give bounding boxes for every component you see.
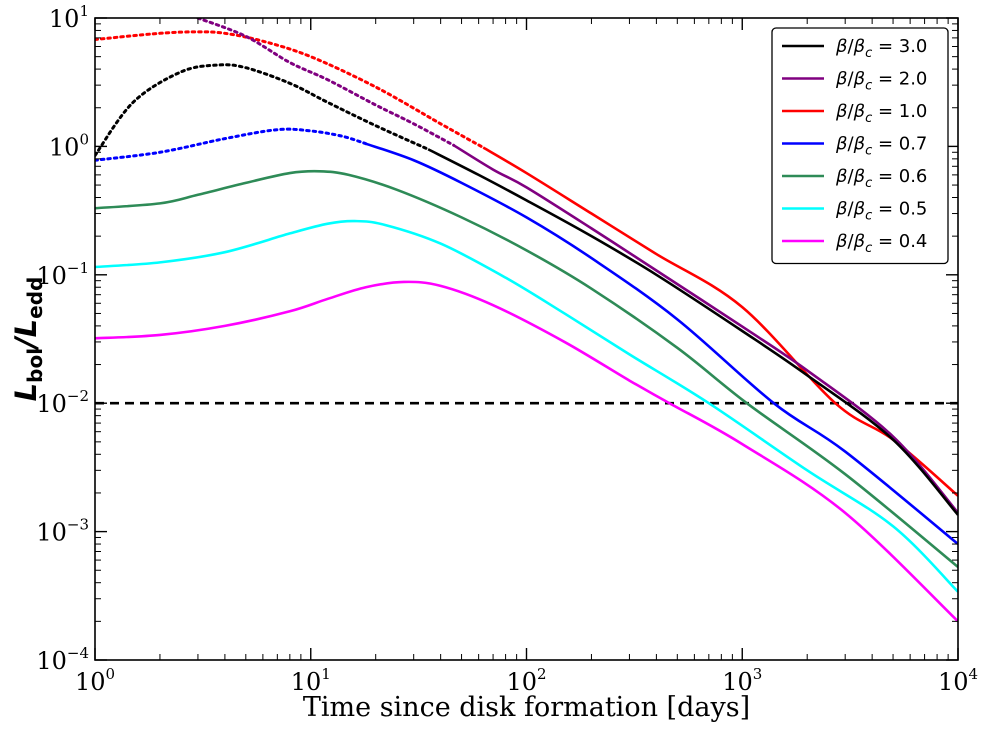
y-axis-title: Lbol/Ledd <box>9 277 47 402</box>
x-tick-label: 103 <box>722 665 762 696</box>
series-line-dotted-1.0 <box>95 30 485 150</box>
legend-label: β/βc = 2.0 <box>835 69 927 94</box>
legend-box <box>771 27 949 265</box>
y-tick-label: 100 <box>49 130 89 161</box>
series-line-0.5 <box>95 219 958 593</box>
legend-label: β/βc = 0.4 <box>835 231 927 256</box>
legend-label: β/βc = 3.0 <box>835 36 927 61</box>
x-tick-label: 102 <box>506 665 546 696</box>
legend-label: β/βc = 0.5 <box>835 199 927 224</box>
series-line-0.7 <box>365 142 958 546</box>
series-line-dotted-2.0 <box>196 18 456 147</box>
y-tick-label: 10−2 <box>36 387 89 418</box>
series-line-dotted-3.0 <box>95 63 430 157</box>
series-line-dotted-0.7 <box>95 127 368 162</box>
y-tick-label: 10−1 <box>36 259 89 290</box>
series-layer <box>95 18 958 623</box>
series-line-3.0 <box>427 148 958 516</box>
y-tick-label: 10−3 <box>36 516 89 547</box>
legend: β/βc = 3.0 β/βc = 2.0 β/βc = 1.0 β/βc = 0.7… <box>771 27 949 265</box>
axes-layer: 100 101 102 103 10410−410−310−210−1100101Tim… <box>9 2 978 723</box>
y-tick-label: 10−4 <box>36 644 89 675</box>
legend-label: β/βc = 1.0 <box>835 101 927 126</box>
series-line-0.4 <box>95 280 958 623</box>
x-tick-label: 101 <box>291 665 331 696</box>
x-tick-label: 104 <box>938 665 978 696</box>
legend-label: β/βc = 0.7 <box>835 134 927 159</box>
series-line-0.6 <box>95 169 958 569</box>
series-line-2.0 <box>453 144 958 514</box>
legend-label: β/βc = 0.6 <box>835 166 927 191</box>
x-tick-label: 100 <box>75 665 115 696</box>
x-axis-title: Time since disk formation [days] <box>303 692 750 723</box>
y-tick-label: 101 <box>49 2 89 33</box>
